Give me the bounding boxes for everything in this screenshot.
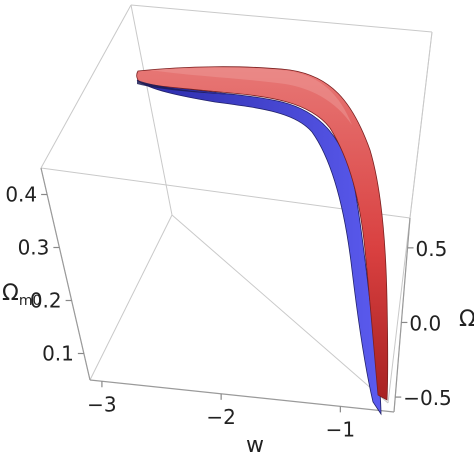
omega-m0-axis-tick-label: 0.1 [42,342,74,366]
red-highlight [150,67,352,125]
omega-k0-axis-tick-label: 0.0 [409,311,441,335]
omega-m0-axis-ticks: 0.1 0.2 0.3 0.4 [5,183,84,366]
omega-k0-axis-ticks: 0.5 0.0 −0.5 [395,237,452,410]
w-axis-tick-label: −3 [87,392,116,416]
blue-surface [136,79,382,416]
box-edge [171,214,389,404]
w-axis-line [89,379,395,413]
omega-m0-axis-tick-label: 0.2 [30,289,62,313]
box-edge [130,4,433,33]
omega-k0-axis-title: Ωk0 [459,307,474,335]
blue-edge-strip [137,80,235,95]
omega-m0-axis-line [40,167,91,381]
w-axis-title: w [246,433,264,458]
omega-m0-axis-tick-label: 0.4 [5,183,37,207]
omega-m0-axis-title: Ωm0 [2,281,41,309]
w-axis-ticks: −3 −2 −1 [87,381,355,441]
front-axes [40,167,411,413]
box-edge [40,4,132,169]
box-edge [89,214,173,381]
omega-k0-axis-tick-label: −0.5 [403,386,452,410]
box-edge [130,4,173,216]
surfaces [136,66,389,416]
red-surface [136,66,389,401]
w-axis-tick-label: −1 [326,417,355,441]
w-axis-tick-label: −2 [206,405,235,429]
omega-m0-axis-tick-label: 0.3 [18,236,50,260]
omega-k0-axis-line [393,217,411,413]
box-edge [387,31,433,404]
omega-k0-axis-tick-label: 0.5 [416,237,448,261]
